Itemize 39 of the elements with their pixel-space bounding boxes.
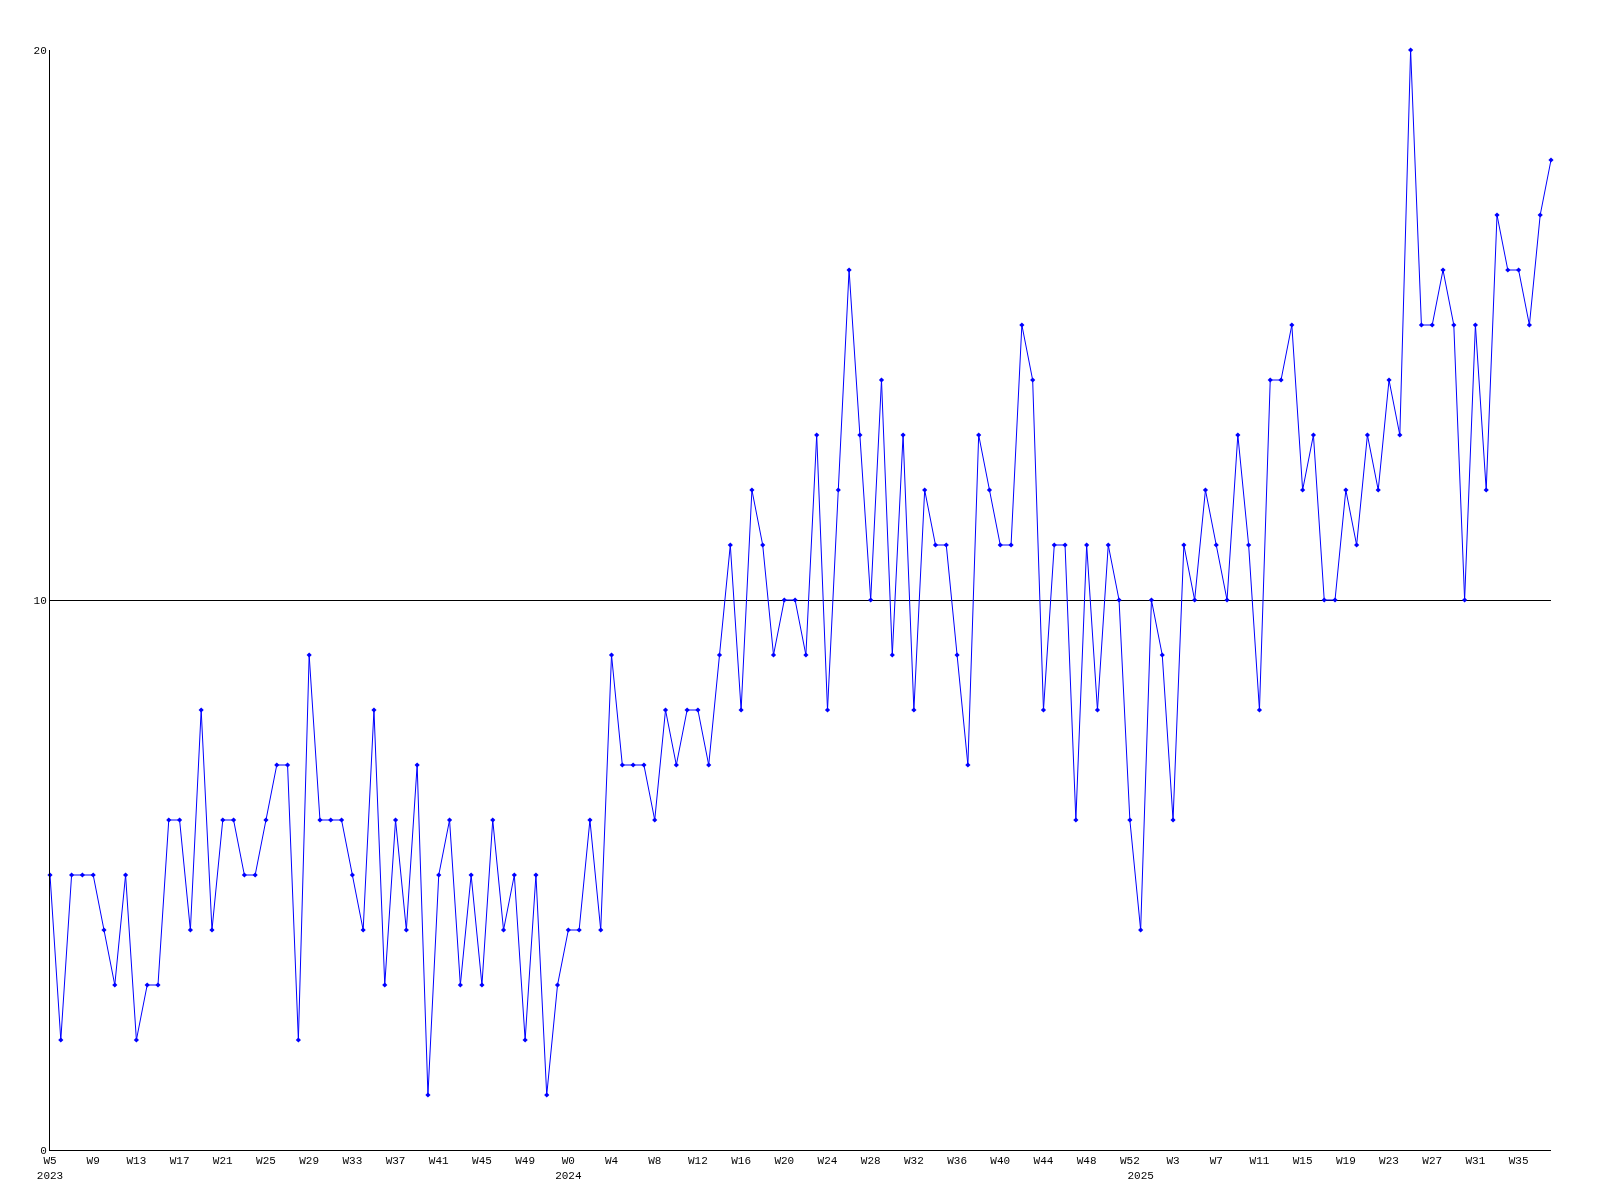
y-tick-label: 20 [33,44,47,57]
x-tick-label: W45 [472,1155,492,1168]
x-tick-label: W23 [1379,1155,1399,1168]
x-tick-label: W48 [1076,1155,1097,1168]
x-tick-label: W44 [1033,1155,1054,1168]
x-tick-label: W21 [212,1155,234,1168]
x-tick-label: W13 [126,1155,147,1168]
x-tick-label: W8 [648,1155,662,1168]
x-tick-label: W27 [1422,1155,1443,1168]
y-tick-label: 10 [33,594,47,607]
x-tick-label: W35 [1508,1155,1529,1168]
x-tick-label: W3 [1166,1155,1180,1168]
x-tick-label: W28 [860,1155,881,1168]
x-tick-label: W16 [731,1155,752,1168]
x-tick-label: W17 [169,1155,190,1168]
x-tick-label: W24 [817,1155,838,1168]
x-tick-label: W12 [688,1155,708,1168]
x-tick-label: W52 [1119,1155,1140,1168]
x-tick-label: W19 [1335,1155,1356,1168]
x-tick-label: W49 [515,1155,536,1168]
y-tick-label: 0 [40,1144,47,1157]
x-tick-label: W29 [299,1155,320,1168]
x-tick-label: W11 [1249,1155,1270,1168]
x-tick-label: W20 [774,1155,795,1168]
x-tick-label: W7 [1209,1155,1223,1168]
x-tick-label: W40 [990,1155,1011,1168]
x-tick-label: W36 [947,1155,967,1168]
x-tick-label: W4 [604,1155,619,1168]
x-tick-label: W32 [903,1155,924,1168]
x-tick-label: W33 [342,1155,363,1168]
x-tick-label: W31 [1465,1155,1486,1168]
x-tick-label: 2025 [1127,1169,1154,1182]
x-tick-label: W5 2023 [36,1155,64,1182]
x-tick-label: W15 [1292,1155,1313,1168]
x-tick-label: W41 [428,1155,450,1168]
x-tick-label: W25 [256,1155,276,1168]
x-tick-label: W37 [385,1155,406,1168]
x-tick-label: W0 2024 [555,1155,582,1182]
x-tick-label: W9 [86,1155,100,1168]
